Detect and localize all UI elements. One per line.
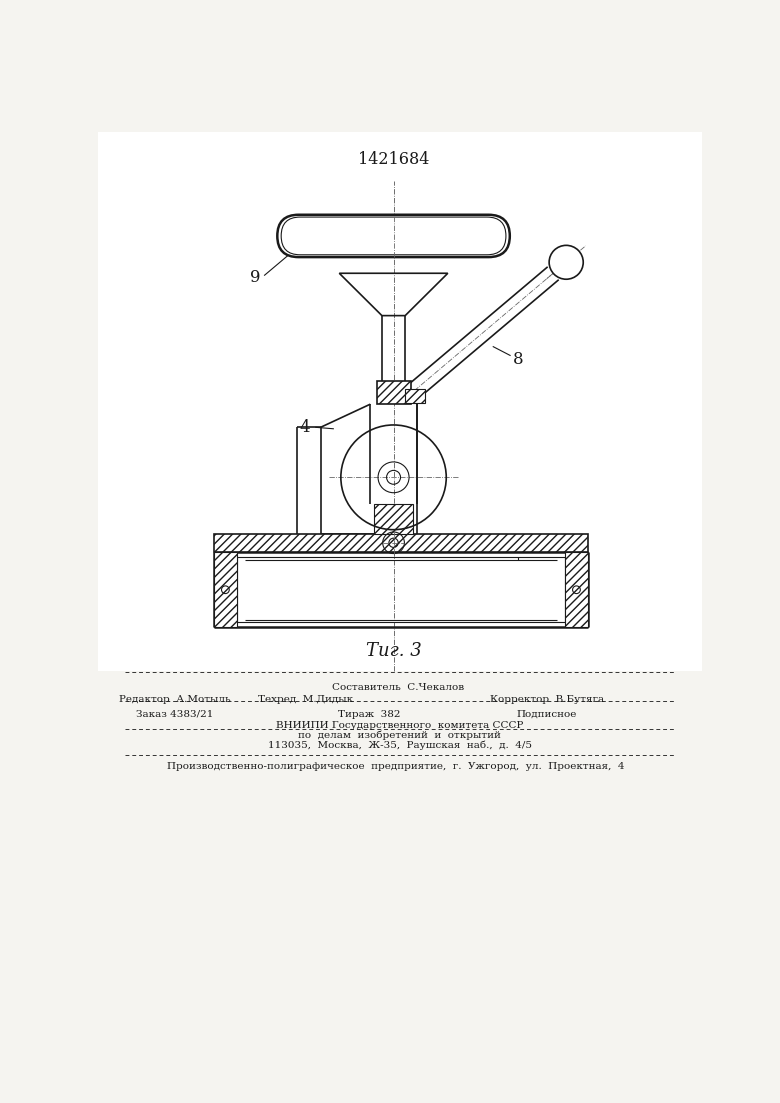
Text: 1421684: 1421684 bbox=[358, 151, 429, 168]
Text: Тираж  382: Тираж 382 bbox=[338, 710, 400, 719]
FancyBboxPatch shape bbox=[278, 215, 510, 257]
Text: 4: 4 bbox=[299, 419, 310, 436]
Bar bbox=[377, 381, 410, 404]
Bar bbox=[214, 534, 588, 552]
Text: 8: 8 bbox=[513, 351, 523, 368]
Text: Τиг. 3: Τиг. 3 bbox=[366, 642, 421, 660]
Text: по  делам  изобретений  и  открытий: по делам изобретений и открытий bbox=[298, 730, 502, 740]
Bar bbox=[98, 132, 702, 672]
Text: 113035,  Москва,  Ж-35,  Раушская  наб.,  д.  4/5: 113035, Москва, Ж-35, Раушская наб., д. … bbox=[268, 740, 532, 750]
Text: ВНИИПИ Государственного  комитета СССР: ВНИИПИ Государственного комитета СССР bbox=[276, 720, 523, 730]
Bar bbox=[565, 552, 588, 628]
Bar bbox=[214, 552, 237, 628]
Text: Составитель  С.Чекалов: Составитель С.Чекалов bbox=[332, 683, 464, 692]
Text: Производственно-полиграфическое  предприятие,  г.  Ужгород,  ул.  Проектная,  4: Производственно-полиграфическое предприя… bbox=[167, 761, 625, 771]
Bar bbox=[405, 388, 424, 403]
Bar bbox=[374, 504, 413, 534]
Text: Корректор  В.Бутяга: Корректор В.Бутяга bbox=[490, 695, 604, 705]
Text: 9: 9 bbox=[250, 269, 260, 286]
Text: Заказ 4383/21: Заказ 4383/21 bbox=[136, 710, 214, 719]
Text: Подписное: Подписное bbox=[517, 710, 577, 719]
Text: Редактор  А.Мотыль: Редактор А.Мотыль bbox=[119, 695, 231, 705]
Text: Техред  М.Дидык: Техред М.Дидык bbox=[257, 695, 353, 705]
Circle shape bbox=[549, 245, 583, 279]
